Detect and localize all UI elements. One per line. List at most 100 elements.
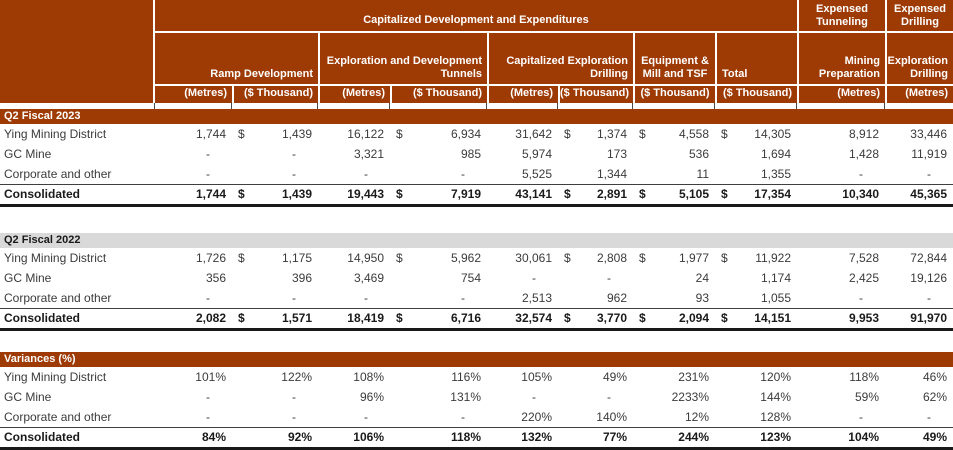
currency-symbol: $ — [396, 127, 403, 141]
cell-equipment-thousand: $2,094 — [633, 309, 715, 328]
cell-value: 14,305 — [754, 127, 791, 141]
cell-ramp-thousand: $1,571 — [232, 309, 318, 328]
cell-value: - — [364, 410, 368, 424]
cell-value: 9,953 — [848, 311, 879, 325]
cell-value: 77% — [602, 430, 627, 444]
cell-value: - — [206, 390, 210, 404]
cell-value: 93 — [695, 291, 709, 305]
cell-value: - — [461, 410, 465, 424]
cell-tunnels-thousand: 118% — [390, 428, 487, 447]
cell-value: 6,716 — [450, 311, 481, 325]
cell-expl-drilling-metres: - — [885, 407, 953, 427]
unit-capexp-metres: (Metres) — [487, 86, 558, 103]
cell-total-thousand: 120% — [715, 367, 797, 387]
cell-value: - — [364, 291, 368, 305]
cell-ramp-thousand: - — [232, 164, 318, 184]
cell-value: 116% — [451, 370, 481, 384]
cell-capexp-thousand: $1,374 — [558, 124, 633, 144]
cell-value: 173 — [606, 147, 627, 161]
cell-value: - — [859, 291, 863, 305]
cell-ramp-metres: - — [155, 144, 232, 164]
cell-value: - — [292, 291, 296, 305]
header-mining-preparation: Mining Preparation — [797, 33, 885, 86]
unit-equipment-thousand: ($ Thousand) — [633, 86, 715, 103]
cell-value: - — [927, 167, 931, 181]
row-label: Ying Mining District — [4, 251, 107, 265]
cell-mining-prep-metres: 7,528 — [797, 248, 885, 268]
currency-symbol: $ — [721, 187, 728, 201]
cell-expl-drilling-metres: 72,844 — [885, 248, 953, 268]
cell-value: 2,082 — [195, 311, 226, 325]
cell-value: 46% — [922, 370, 947, 384]
header-corner — [0, 0, 155, 103]
cell-value: 33,446 — [910, 127, 947, 141]
cell-value: - — [927, 410, 931, 424]
cell-value: 1,374 — [596, 127, 627, 141]
cell-value: 1,977 — [678, 251, 709, 265]
currency-symbol: $ — [396, 251, 403, 265]
cell-value: 132% — [521, 430, 552, 444]
cell-value: 1,175 — [281, 251, 312, 265]
cell-ramp-thousand: $1,439 — [232, 124, 318, 144]
currency-symbol: $ — [238, 187, 245, 201]
cell-tunnels-thousand: $5,962 — [390, 248, 487, 268]
cell-value: - — [607, 271, 611, 285]
cell-tunnels-metres: 19,443 — [318, 185, 390, 204]
cell-value: - — [292, 410, 296, 424]
cell-capexp-metres: 220% — [487, 407, 558, 427]
cell-value: 144% — [760, 390, 791, 404]
cell-total-thousand: $17,354 — [715, 185, 797, 204]
row-label: GC Mine — [4, 147, 52, 161]
cell-value: 1,055 — [760, 291, 791, 305]
table-row: GC Mine 356 396 3,469 754 - - 24 1,174 2… — [0, 268, 953, 288]
cell-total-thousand: $11,922 — [715, 248, 797, 268]
cell-value: - — [206, 147, 210, 161]
table-row: Ying Mining District 101% 122% 108% 116%… — [0, 367, 953, 387]
cell-expl-drilling-metres: - — [885, 288, 953, 308]
cell-capexp-thousand: 1,344 — [558, 164, 633, 184]
cell-value: 7,528 — [848, 251, 879, 265]
cell-mining-prep-metres: 2,425 — [797, 268, 885, 288]
currency-symbol: $ — [396, 311, 403, 325]
cell-tunnels-metres: 3,469 — [318, 268, 390, 288]
cell-value: 1,744 — [195, 187, 226, 201]
cell-capexp-thousand: 962 — [558, 288, 633, 308]
cell-value: 5,974 — [521, 147, 552, 161]
header-exploration-drilling: Exploration Drilling — [885, 33, 953, 86]
cell-value: 118% — [849, 370, 879, 384]
cell-tunnels-metres: 3,321 — [318, 144, 390, 164]
cell-value: - — [532, 390, 536, 404]
cell-value: 1,428 — [848, 147, 879, 161]
cell-tunnels-thousand: $6,934 — [390, 124, 487, 144]
cell-equipment-thousand: 11 — [633, 164, 715, 184]
cell-expl-drilling-metres: - — [885, 164, 953, 184]
cell-value: - — [532, 271, 536, 285]
cell-equipment-thousand: $5,105 — [633, 185, 715, 204]
cell-value: 84% — [201, 430, 226, 444]
cell-ramp-thousand: - — [232, 144, 318, 164]
cell-total-thousand: 1,355 — [715, 164, 797, 184]
cell-equipment-thousand: 231% — [633, 367, 715, 387]
cell-ramp-metres: 1,744 — [155, 185, 232, 204]
cell-mining-prep-metres: 118% — [797, 367, 885, 387]
cell-value: 3,321 — [353, 147, 384, 161]
row-label: Consolidated — [4, 187, 81, 201]
unit-tunnels-metres: (Metres) — [318, 86, 390, 103]
cell-ramp-thousand: - — [232, 288, 318, 308]
unit-tunnels-thousand: ($ Thousand) — [390, 86, 487, 103]
cell-value: 16,122 — [347, 127, 384, 141]
cell-tunnels-metres: - — [318, 288, 390, 308]
cell-mining-prep-metres: 104% — [797, 428, 885, 447]
cell-value: 4,558 — [678, 127, 709, 141]
cell-mining-prep-metres: - — [797, 288, 885, 308]
cell-equipment-thousand: $4,558 — [633, 124, 715, 144]
cell-value: 31,642 — [515, 127, 552, 141]
cell-value: 17,354 — [754, 187, 791, 201]
cell-value: 19,443 — [347, 187, 384, 201]
cell-capexp-thousand: $3,770 — [558, 309, 633, 328]
cell-value: 24 — [695, 271, 709, 285]
cell-tunnels-thousand: $6,716 — [390, 309, 487, 328]
cell-value: 49% — [922, 430, 947, 444]
currency-symbol: $ — [721, 311, 728, 325]
cell-value: 18,419 — [347, 311, 384, 325]
